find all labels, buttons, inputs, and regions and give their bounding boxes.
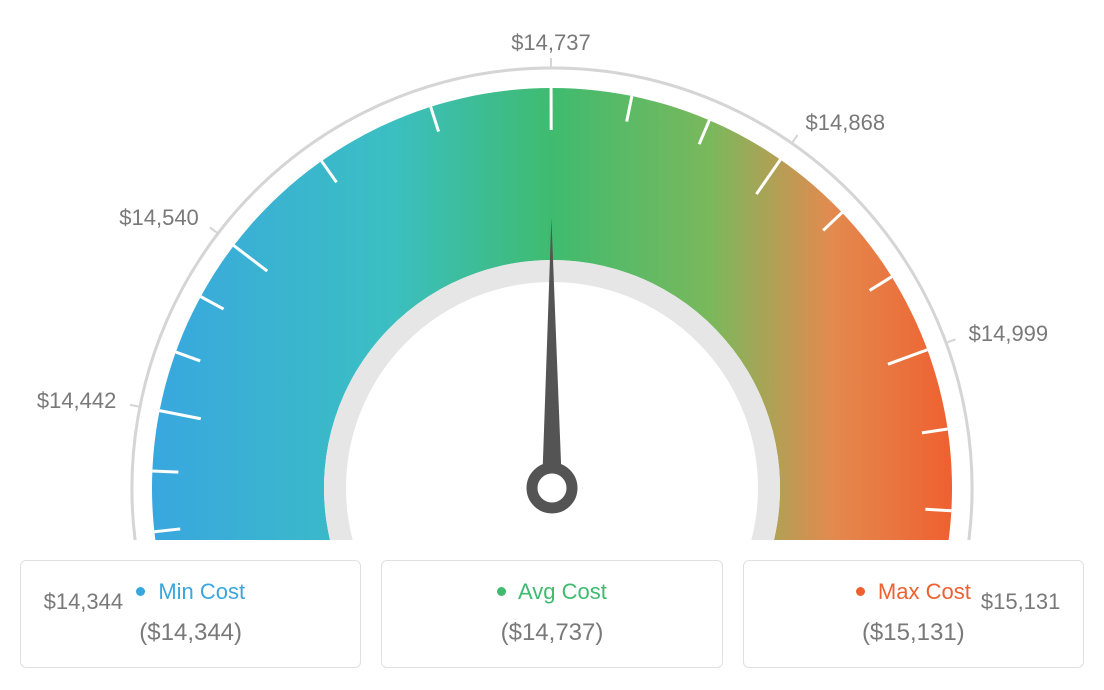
gauge-tick-label: $14,344: [33, 589, 123, 615]
legend-value-avg: ($14,737): [392, 619, 711, 647]
gauge-tick-label: $14,868: [806, 110, 886, 136]
gauge-tick-label: $14,442: [26, 388, 116, 414]
legend-value-max: ($15,131): [754, 619, 1073, 647]
legend-title-text: Max Cost: [878, 579, 971, 604]
dot-icon: [497, 587, 506, 596]
legend-value-min: ($14,344): [31, 619, 350, 647]
legend-title-text: Avg Cost: [518, 579, 607, 604]
legend-row: Min Cost ($14,344) Avg Cost ($14,737) Ma…: [20, 560, 1084, 668]
dot-icon: [136, 587, 145, 596]
gauge-tick-label: $14,999: [969, 321, 1049, 347]
legend-title-avg: Avg Cost: [392, 579, 711, 605]
gauge-tick-label: $14,737: [506, 30, 596, 56]
legend-card-avg: Avg Cost ($14,737): [381, 560, 722, 668]
gauge-svg: [20, 20, 1084, 540]
gauge-tick-label: $14,540: [109, 205, 199, 231]
gauge-chart: $14,344$14,442$14,540$14,737$14,868$14,9…: [20, 20, 1084, 540]
dot-icon: [856, 587, 865, 596]
legend-title-text: Min Cost: [158, 579, 245, 604]
gauge-tick-label: $15,131: [981, 589, 1061, 615]
